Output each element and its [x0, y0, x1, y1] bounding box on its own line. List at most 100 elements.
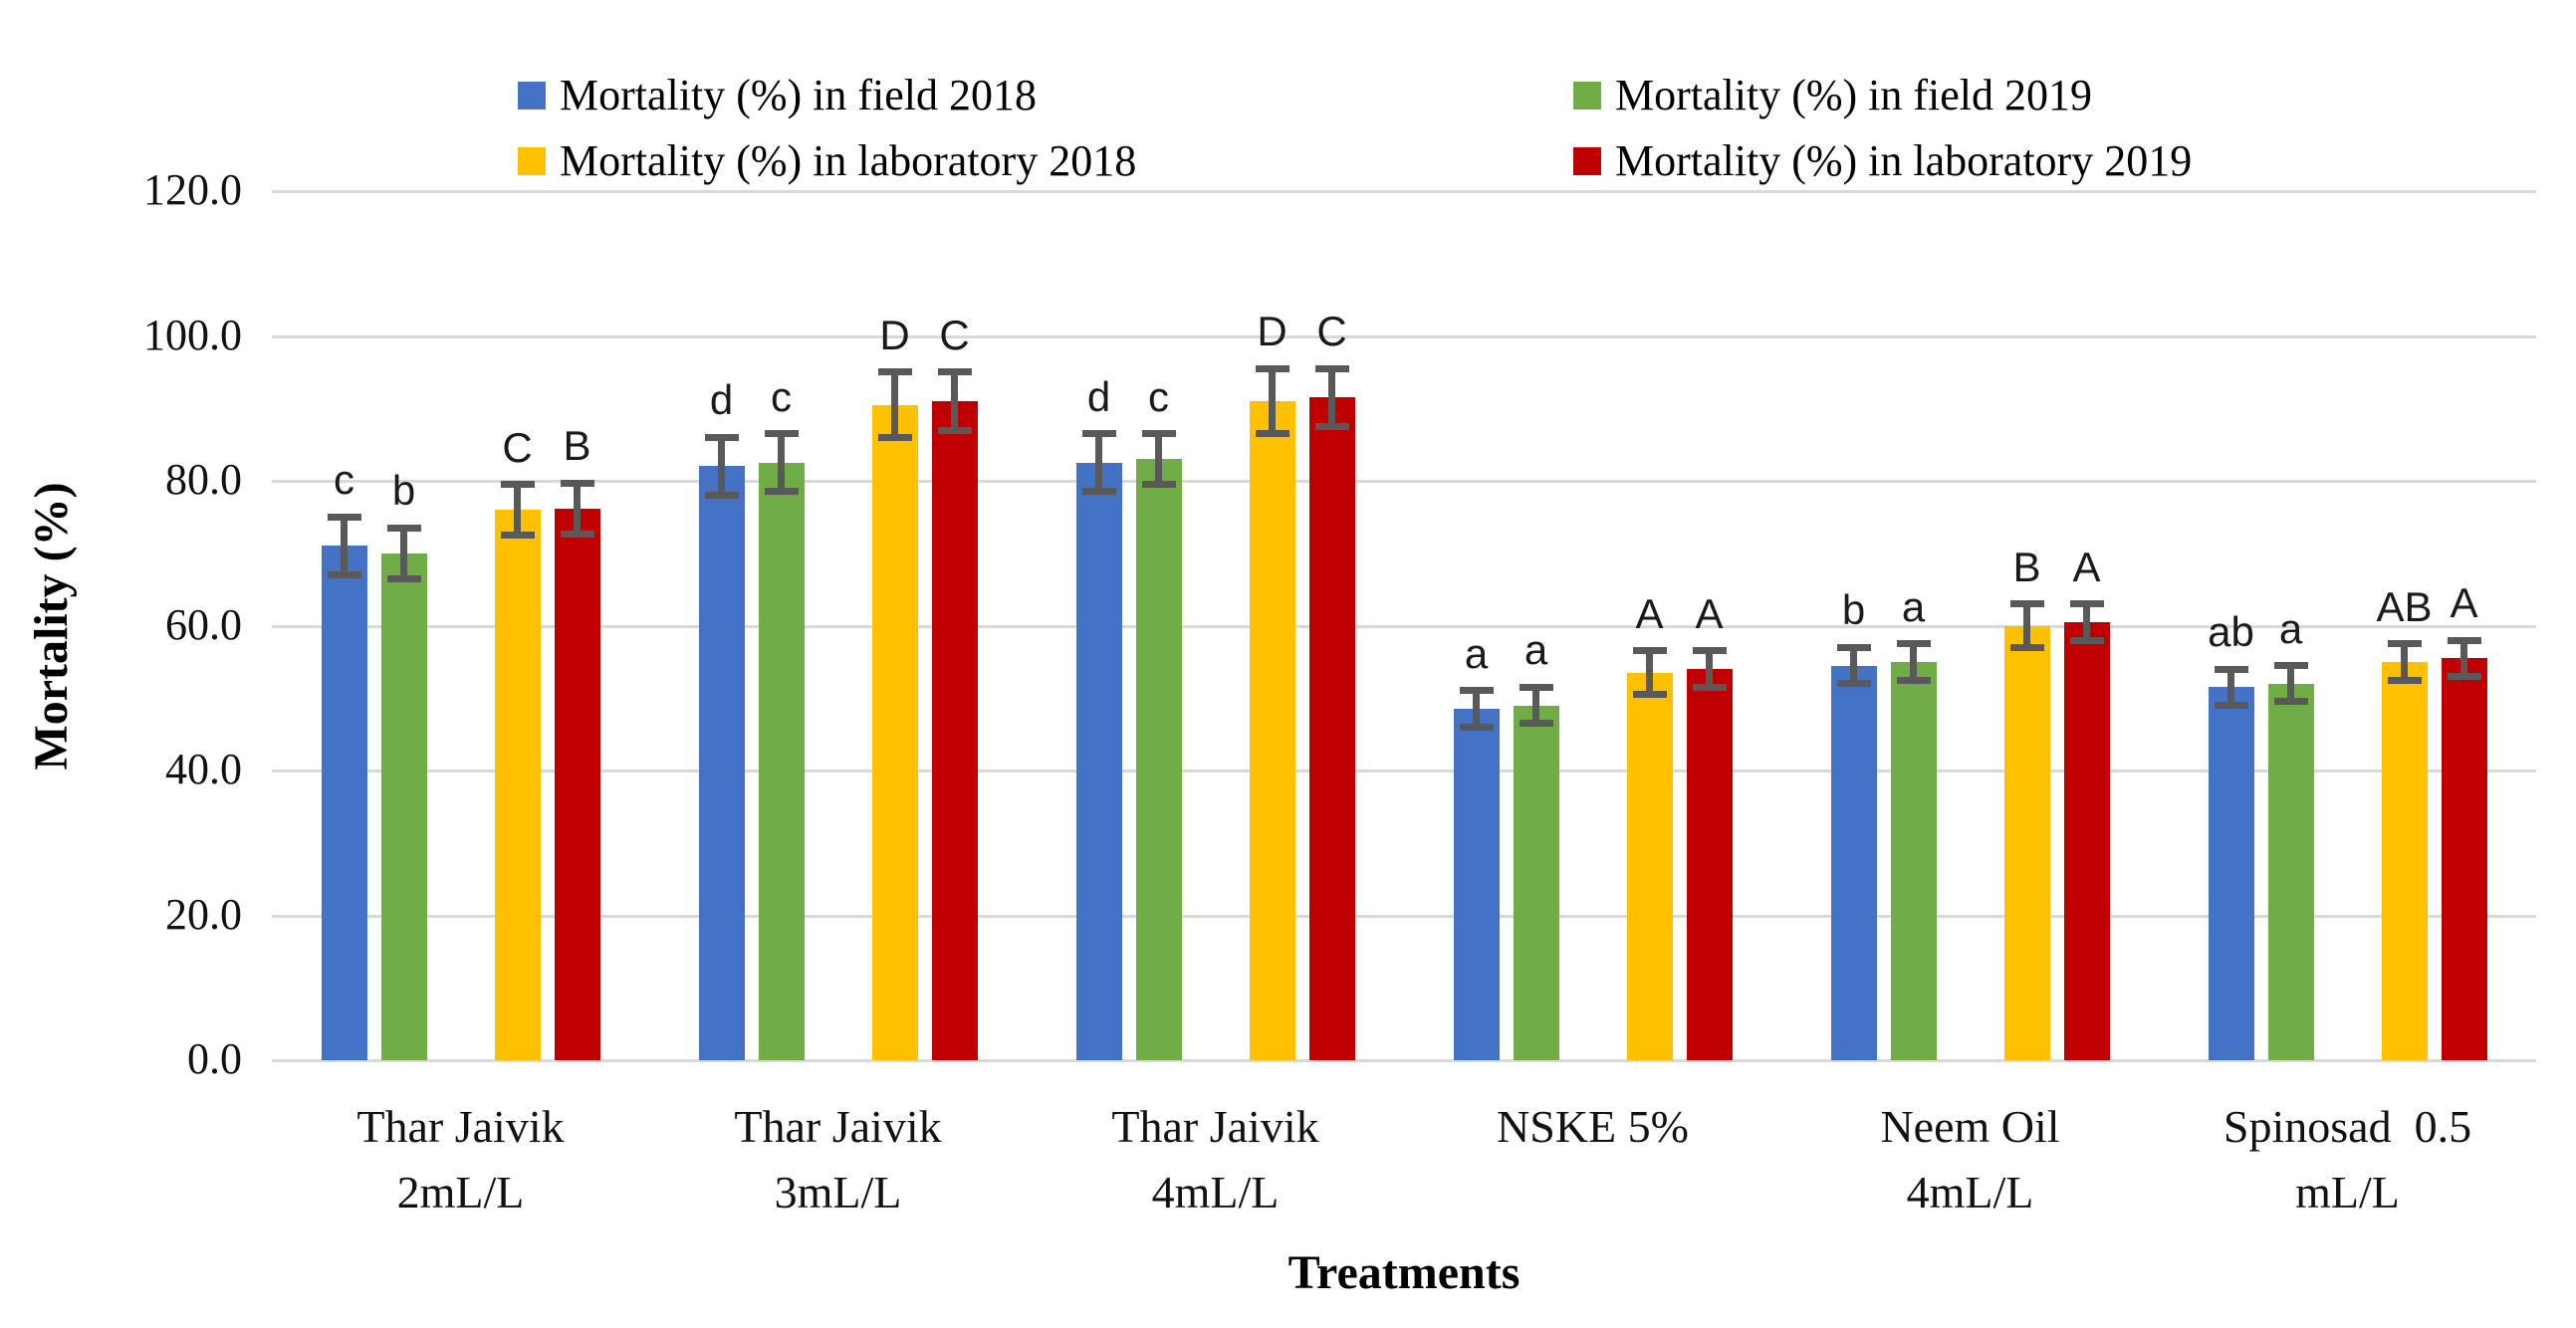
- x-axis-title: Treatments: [1288, 1246, 1521, 1299]
- x-category-label: Neem Oil 4mL/L: [1880, 1101, 2060, 1217]
- bar-series3-group3: [1249, 400, 1295, 1060]
- error-bar-cap: [560, 530, 594, 538]
- error-bar-cap: [2387, 676, 2422, 684]
- error-bar-cap: [1141, 430, 1176, 438]
- error-bar: [1646, 650, 1653, 695]
- error-bar-cap: [1314, 364, 1349, 372]
- significance-letter: d: [1086, 372, 1111, 420]
- error-bar: [891, 371, 898, 438]
- legend-swatch: [1573, 82, 1601, 110]
- legend-swatch: [518, 82, 546, 110]
- legend-swatch: [1573, 147, 1601, 175]
- error-bar-cap: [2214, 702, 2248, 710]
- error-bar-cap: [877, 433, 912, 441]
- gridline-40.0: [272, 770, 2536, 773]
- bar-series1-group4: [1453, 709, 1500, 1060]
- legend-swatch: [518, 147, 546, 175]
- bar-series4-group2: [931, 400, 978, 1060]
- error-bar-cap: [2069, 600, 2104, 608]
- y-tick-label: 20.0: [165, 889, 242, 939]
- gridline-60.0: [272, 624, 2536, 628]
- error-bar: [778, 433, 785, 492]
- error-bar-cap: [1836, 680, 1871, 688]
- error-bar-cap: [1459, 687, 1494, 695]
- bar-series4-group5: [2063, 621, 2110, 1060]
- gridline-20.0: [272, 914, 2536, 918]
- significance-letter: a: [1523, 626, 1548, 674]
- y-tick-label: 60.0: [165, 599, 242, 649]
- error-bar-cap: [1081, 430, 1116, 438]
- bar-series3-group5: [2003, 625, 2050, 1060]
- significance-letter: c: [334, 456, 354, 504]
- error-bar: [341, 517, 348, 575]
- bar-series2-group3: [1135, 459, 1182, 1060]
- error-bar-cap: [1255, 364, 1289, 372]
- significance-letter: a: [1464, 629, 1489, 677]
- x-category-label: Thar Jaivik 2mL/L: [356, 1101, 565, 1217]
- error-bar-cap: [2009, 643, 2044, 651]
- significance-letter: d: [709, 376, 734, 424]
- bar-series4-group6: [2441, 658, 2487, 1060]
- error-bar: [2287, 665, 2294, 702]
- bar-series2-group1: [380, 553, 427, 1060]
- error-bar: [1095, 433, 1102, 492]
- bar-series3-group6: [2381, 661, 2428, 1060]
- bar-series3-group1: [494, 510, 541, 1060]
- significance-letter: a: [1901, 582, 1926, 630]
- error-bar-cap: [2447, 636, 2481, 644]
- legend-item: Mortality (%) in field 2018: [518, 70, 1037, 121]
- error-bar: [2401, 643, 2408, 681]
- error-bar-cap: [2069, 636, 2104, 644]
- bar-series2-group4: [1513, 705, 1559, 1060]
- bar-series1-group3: [1075, 462, 1122, 1060]
- gridline-80.0: [272, 480, 2536, 483]
- error-bar-cap: [764, 488, 799, 496]
- y-tick-label: 80.0: [165, 455, 242, 504]
- error-bar: [2023, 603, 2030, 648]
- x-category-label: Thar Jaivik 4mL/L: [1111, 1101, 1319, 1217]
- significance-letter: D: [879, 311, 910, 358]
- significance-letter: B: [563, 422, 591, 470]
- error-bar-cap: [2214, 665, 2248, 673]
- error-bar-cap: [327, 571, 361, 579]
- error-bar: [1910, 643, 1917, 681]
- bar-series3-group4: [1626, 672, 1673, 1060]
- significance-letter: A: [2072, 543, 2101, 590]
- x-category-label: Spinosad 0.5 mL/L: [2223, 1101, 2472, 1217]
- error-bar: [514, 484, 521, 536]
- error-bar-cap: [1896, 676, 1931, 684]
- bar-series4-group3: [1308, 397, 1355, 1060]
- error-bar-cap: [2387, 640, 2422, 648]
- error-bar: [1328, 368, 1335, 427]
- significance-letter: c: [771, 372, 792, 420]
- x-category-label: Thar Jaivik 3mL/L: [734, 1101, 942, 1217]
- significance-letter: D: [1257, 308, 1288, 355]
- significance-letter: A: [2450, 579, 2478, 627]
- error-bar: [1532, 687, 1539, 724]
- y-tick-label: 120.0: [143, 165, 242, 214]
- error-bar-cap: [386, 524, 421, 532]
- significance-letter: A: [1695, 589, 1724, 637]
- error-bar-cap: [1519, 720, 1553, 728]
- error-bar-cap: [500, 481, 535, 489]
- significance-letter: C: [502, 423, 533, 471]
- error-bar: [400, 528, 407, 579]
- error-bar-cap: [704, 433, 739, 441]
- error-bar-cap: [327, 513, 361, 521]
- significance-letter: C: [939, 311, 970, 358]
- error-bar-cap: [2273, 662, 2308, 669]
- error-bar-cap: [500, 532, 535, 540]
- bar-series3-group2: [871, 404, 918, 1060]
- significance-letter: AB: [2376, 582, 2433, 630]
- error-bar-cap: [1896, 640, 1931, 648]
- significance-letter: c: [1148, 372, 1169, 420]
- error-bar-cap: [1459, 723, 1494, 731]
- gridline-0.0: [272, 1059, 2536, 1062]
- error-bar-cap: [1081, 488, 1116, 496]
- significance-letter: b: [1841, 586, 1866, 634]
- significance-letter: B: [2012, 543, 2041, 590]
- error-bar-cap: [2273, 698, 2308, 706]
- bar-series4-group4: [1686, 669, 1733, 1060]
- error-bar-cap: [1692, 647, 1727, 655]
